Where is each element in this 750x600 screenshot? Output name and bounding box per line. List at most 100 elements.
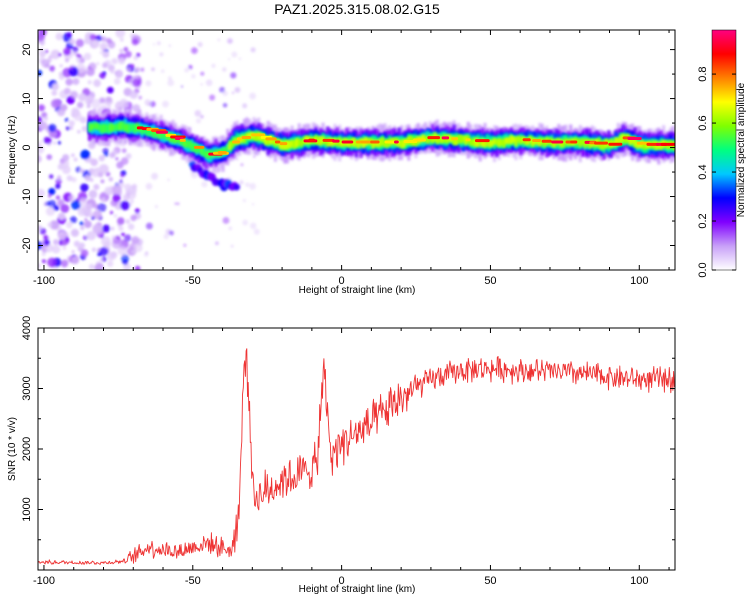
ridge-cell	[435, 134, 439, 144]
noise-blob	[60, 259, 69, 268]
noise-blob	[174, 202, 177, 205]
noise-blob	[79, 198, 88, 207]
noise-blob	[51, 245, 61, 254]
noise-blob	[191, 74, 196, 79]
ridge-cell	[266, 137, 270, 146]
x-tick-label: 100	[630, 275, 648, 287]
noise-blob	[55, 195, 61, 200]
ridge-peak	[279, 142, 288, 146]
ridge-cell	[378, 138, 382, 148]
ridge-cell	[183, 140, 187, 148]
noise-blob	[71, 177, 77, 183]
ridge-cell	[200, 146, 204, 155]
noise-blob	[106, 260, 114, 267]
noise-blob	[76, 63, 86, 74]
ridge-cell	[173, 136, 178, 144]
ridge-cell	[471, 138, 475, 146]
noise-blob	[101, 62, 109, 69]
ridge-cell	[152, 128, 156, 138]
noise-blob	[222, 217, 230, 224]
noise-blob	[45, 206, 55, 216]
ridge-peak	[565, 140, 572, 144]
ridge-cell	[381, 137, 385, 146]
noise-blob	[184, 67, 190, 73]
noise-blob	[88, 189, 98, 199]
ridge-peak	[236, 137, 243, 141]
noise-blob	[91, 216, 95, 220]
spectrogram-x-axis-label: Height of straight line (km)	[299, 285, 416, 296]
noise-blob	[231, 51, 238, 58]
ridge-peak	[551, 140, 564, 144]
ridge-cell	[316, 136, 320, 146]
noise-blob	[230, 244, 234, 248]
colorbar-tick-label: 0.0	[697, 262, 709, 277]
y-tick-label: 10	[21, 92, 33, 104]
noise-blob	[79, 242, 86, 249]
ridge-peak	[532, 138, 542, 142]
noise-blob	[159, 52, 164, 57]
noise-blob	[88, 263, 95, 270]
noise-blob	[118, 57, 126, 65]
noise-blob	[110, 251, 118, 259]
noise-blob	[50, 98, 61, 109]
noise-blob	[234, 86, 241, 93]
x-tick-label: 50	[484, 575, 496, 587]
noise-blob	[59, 64, 63, 68]
noise-blob	[103, 151, 109, 157]
ridge-cell	[376, 139, 380, 148]
ridge-cell	[490, 139, 494, 147]
noise-blob	[75, 38, 85, 48]
noise-blob	[39, 39, 46, 46]
noise-blob	[99, 51, 103, 55]
noise-blob	[81, 125, 88, 132]
ridge-peak	[394, 140, 399, 144]
noise-blob	[167, 76, 172, 81]
noise-blob	[145, 182, 153, 190]
noise-blob	[73, 112, 83, 121]
y-tick-label: 2000	[21, 437, 33, 461]
noise-blob	[249, 182, 256, 190]
noise-blob	[49, 220, 60, 230]
ridge-cell	[114, 123, 118, 131]
noise-blob	[129, 90, 138, 100]
noise-blob	[76, 129, 81, 134]
noise-blob	[79, 116, 87, 124]
ridge-cell	[400, 139, 404, 149]
snr-x-axis-label: Height of straight line (km)	[299, 584, 416, 595]
noise-blob	[38, 155, 42, 163]
noise-blob	[38, 69, 43, 76]
ridge-cell	[123, 123, 128, 132]
ridge-peak	[627, 137, 642, 141]
ridge-cell	[642, 142, 647, 150]
colorbar-tick-label: 0.6	[697, 115, 709, 130]
ridge-cell	[300, 139, 304, 147]
noise-blob	[117, 245, 128, 256]
noise-blob	[80, 249, 89, 257]
noise-blob	[49, 174, 54, 179]
ridge-cell	[271, 136, 275, 145]
noise-blob	[131, 38, 139, 46]
noise-blob	[43, 235, 49, 241]
ridge-cell	[280, 141, 285, 150]
ridge-cell	[295, 138, 299, 148]
noise-blob	[86, 231, 97, 241]
spectrogram-y-axis: -20 -10 0 10 20	[21, 43, 675, 271]
noise-blob	[43, 116, 49, 121]
ridge-peak	[594, 141, 609, 145]
noise-blob	[133, 243, 143, 253]
colorbar: 0.0 0.2 0.4 0.6 0.8 Normalized spectral ampl…	[697, 29, 747, 278]
noise-blob	[109, 211, 114, 215]
noise-blob	[78, 93, 87, 102]
noise-blob	[69, 126, 74, 130]
noise-blob	[244, 182, 250, 188]
noise-blob	[70, 228, 79, 237]
noise-blob	[98, 155, 105, 162]
ridge-peak	[413, 138, 426, 142]
ridge-core	[136, 126, 675, 156]
ridge-cell	[147, 127, 151, 136]
ridge-peak	[474, 139, 490, 143]
ridge-cell	[459, 134, 463, 144]
noise-blob	[110, 226, 115, 231]
noise-blob	[252, 203, 255, 206]
ridge-peak	[608, 142, 623, 146]
